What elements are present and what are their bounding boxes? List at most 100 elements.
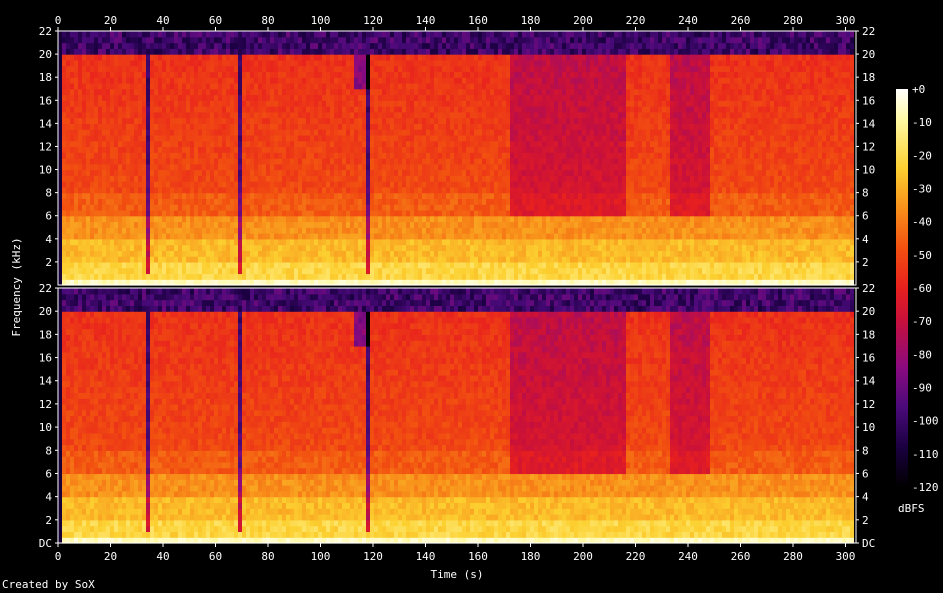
- spectrogram-cell: [306, 233, 310, 240]
- spectrogram-cell: [286, 181, 290, 188]
- spectrogram-cell: [366, 134, 370, 142]
- spectrogram-cell: [166, 169, 170, 176]
- spectrogram-cell: [94, 82, 98, 90]
- spectrogram-cell: [90, 100, 94, 107]
- spectrogram-cell: [146, 181, 150, 188]
- spectrogram-cell: [466, 146, 470, 153]
- spectrogram-cell: [182, 77, 186, 84]
- spectrogram-cell: [346, 215, 350, 223]
- spectrogram-cell: [442, 163, 446, 171]
- spectrogram-cell: [186, 273, 190, 280]
- spectrogram-cell: [234, 279, 238, 286]
- spectrogram-cell: [398, 36, 402, 44]
- spectrogram-cell: [258, 42, 262, 49]
- spectrogram-cell: [278, 152, 282, 159]
- spectrogram-cell: [394, 256, 398, 263]
- spectrogram-cell: [154, 204, 158, 211]
- spectrogram-cell: [426, 140, 430, 148]
- spectrogram-cell: [114, 129, 118, 136]
- spectrogram-cell: [354, 123, 358, 130]
- spectrogram-cell: [78, 169, 82, 176]
- spectrogram-cell: [110, 111, 114, 119]
- spectrogram-cell: [418, 59, 422, 67]
- spectrogram-cell: [74, 134, 78, 142]
- spectrogram-cell: [102, 152, 106, 159]
- spectrogram-cell: [410, 267, 414, 275]
- spectrogram-cell: [362, 215, 366, 223]
- spectrogram-cell: [238, 82, 242, 90]
- spectrogram-cell: [334, 233, 338, 240]
- spectrogram-cell: [190, 238, 194, 246]
- spectrogram-cell: [74, 111, 78, 119]
- spectrogram-cell: [314, 88, 318, 96]
- spectrogram-cell: [314, 192, 318, 200]
- spectrogram-cell: [454, 123, 458, 130]
- spectrogram-cell: [106, 279, 110, 286]
- spectrogram-cell: [254, 192, 258, 200]
- spectrogram-cell: [110, 227, 114, 234]
- spectrogram-cell: [334, 279, 338, 286]
- spectrogram-cell: [274, 54, 278, 61]
- spectrogram-cell: [334, 152, 338, 159]
- spectrogram-cell: [106, 250, 110, 257]
- spectrogram-cell: [450, 181, 454, 188]
- spectrogram-cell: [106, 233, 110, 240]
- spectrogram-cell: [286, 198, 290, 205]
- spectrogram-cell: [302, 279, 306, 286]
- spectrogram-cell: [254, 146, 258, 153]
- spectrogram-cell: [506, 71, 510, 78]
- spectrogram-cell: [298, 36, 302, 44]
- spectrogram-cell: [386, 123, 390, 130]
- spectrogram-cell: [202, 256, 206, 263]
- spectrogram-cell: [86, 256, 90, 263]
- spectrogram-cell: [186, 250, 190, 257]
- spectrogram-cell: [302, 65, 306, 73]
- spectrogram-cell: [110, 279, 114, 286]
- spectrogram-cell: [170, 221, 174, 228]
- spectrogram-cell: [478, 71, 482, 78]
- spectrogram-cell: [298, 198, 302, 205]
- spectrogram-cell: [90, 94, 94, 101]
- spectrogram-cell: [322, 186, 326, 194]
- spectrogram-cell: [82, 140, 86, 148]
- spectrogram-cell: [62, 71, 66, 78]
- spectrogram-cell: [442, 181, 446, 188]
- spectrogram-cell: [74, 238, 78, 246]
- spectrogram-cell: [442, 54, 446, 61]
- spectrogram-cell: [298, 158, 302, 165]
- spectrogram-cell: [222, 169, 226, 176]
- spectrogram-cell: [74, 82, 78, 90]
- spectrogram-cell: [118, 42, 122, 49]
- spectrogram-cell: [118, 192, 122, 200]
- spectrogram-cell: [182, 129, 186, 136]
- spectrogram-cell: [430, 186, 434, 194]
- spectrogram-cell: [366, 238, 370, 246]
- spectrogram-cell: [446, 175, 450, 182]
- spectrogram-cell: [258, 117, 262, 124]
- spectrogram-cell: [150, 140, 154, 148]
- spectrogram-cell: [70, 71, 74, 78]
- spectrogram-cell: [238, 273, 242, 280]
- spectrogram-cell: [254, 233, 258, 240]
- spectrogram-cell: [150, 100, 154, 107]
- spectrogram-cell: [510, 215, 514, 223]
- spectrogram-cell: [426, 59, 430, 67]
- spectrogram-cell: [490, 129, 494, 136]
- spectrogram-cell: [222, 36, 226, 44]
- spectrogram-cell: [394, 134, 398, 142]
- spectrogram-cell: [230, 82, 234, 90]
- spectrogram-cell: [174, 146, 178, 153]
- spectrogram-cell: [398, 215, 402, 223]
- spectrogram-cell: [502, 48, 506, 55]
- spectrogram-cell: [82, 198, 86, 205]
- spectrogram-cell: [482, 221, 486, 228]
- spectrogram-cell: [114, 181, 118, 188]
- spectrogram-cell: [210, 36, 214, 44]
- spectrogram-cell: [310, 233, 314, 240]
- spectrogram-cell: [394, 152, 398, 159]
- spectrogram-cell: [354, 100, 358, 107]
- spectrogram-cell: [102, 256, 106, 263]
- spectrogram-cell: [174, 31, 178, 38]
- spectrogram-cell: [330, 175, 334, 182]
- spectrogram-cell: [462, 77, 466, 84]
